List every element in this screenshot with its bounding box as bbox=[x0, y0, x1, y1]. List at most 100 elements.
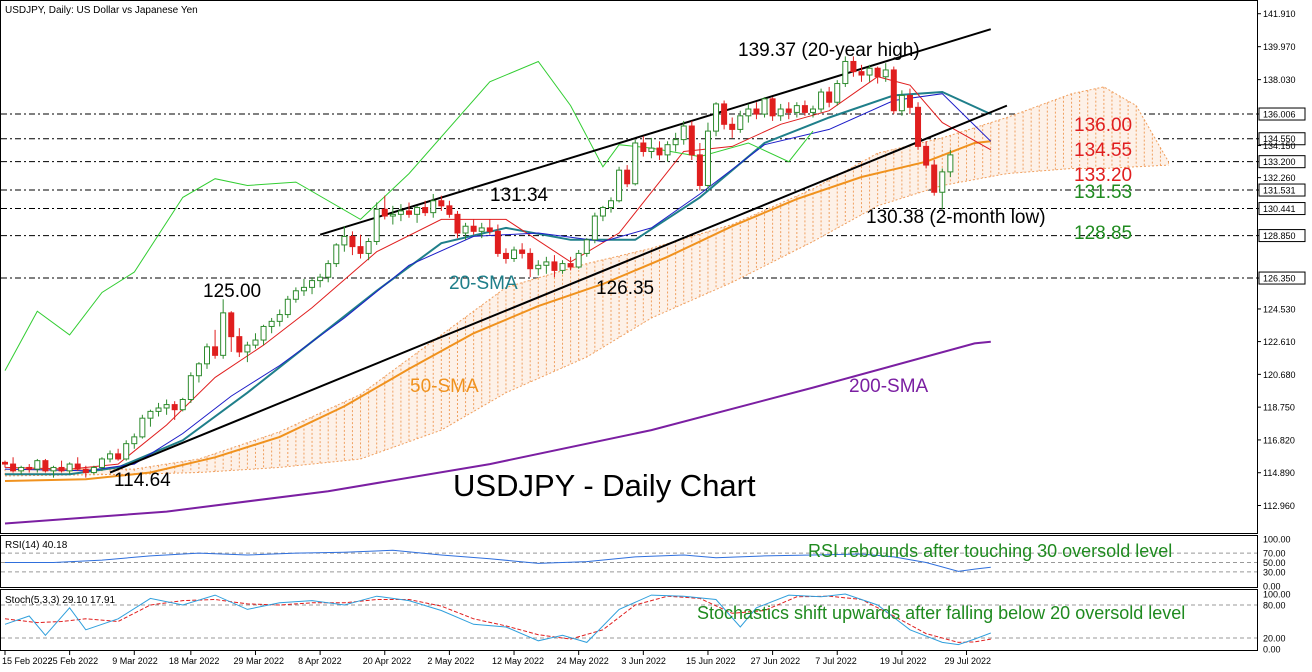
candle bbox=[373, 202, 380, 245]
candle bbox=[502, 248, 509, 264]
candle bbox=[341, 226, 348, 252]
candle-body bbox=[365, 241, 372, 254]
price-label-box bbox=[1258, 229, 1306, 243]
candle bbox=[58, 460, 65, 473]
candle bbox=[906, 88, 913, 115]
candle bbox=[527, 248, 534, 278]
candle bbox=[115, 448, 122, 461]
price-tick-label: 132.260 bbox=[1263, 173, 1296, 183]
candle bbox=[397, 204, 404, 222]
date-tick-label: 15 Feb 2022 bbox=[2, 656, 53, 666]
candle-body bbox=[785, 108, 792, 113]
rsi-tick-label: 50.00 bbox=[1263, 558, 1286, 568]
price-tick-label: 128.850 bbox=[1263, 231, 1296, 241]
stoch-tick-label: 20.00 bbox=[1263, 634, 1286, 644]
stoch-annotation: Stochastics shift upwards after falling … bbox=[697, 603, 1185, 623]
cloud-span-a bbox=[5, 86, 1169, 470]
candle bbox=[591, 212, 598, 244]
date-tick-label: 15 Jun 2022 bbox=[686, 656, 736, 666]
price-tick-label: 122.610 bbox=[1263, 337, 1296, 347]
candle-body bbox=[874, 67, 881, 78]
stoch-signal-line bbox=[4, 595, 991, 643]
candle bbox=[470, 219, 477, 235]
candle-body bbox=[204, 346, 210, 365]
date-tick-label: 8 Apr 2022 bbox=[298, 656, 342, 666]
candle bbox=[292, 287, 299, 303]
price-tick-label: 118.750 bbox=[1263, 403, 1295, 413]
date-tick-label: 19 Jul 2022 bbox=[880, 656, 927, 666]
candle-body bbox=[753, 108, 760, 115]
candle-body bbox=[187, 375, 194, 401]
price-axis: 141.910 139.970 138.030 136.006 134.550134.1… bbox=[1257, 9, 1306, 511]
candle-body bbox=[470, 225, 477, 232]
candle-body bbox=[777, 108, 784, 117]
chikou-span-line bbox=[4, 60, 814, 371]
candle-body bbox=[898, 94, 905, 112]
candle bbox=[543, 256, 550, 274]
candle bbox=[187, 372, 194, 403]
candle-body bbox=[2, 461, 8, 465]
date-tick-label: 29 Jul 2022 bbox=[945, 656, 992, 666]
candle-body bbox=[300, 286, 307, 292]
candle-body bbox=[50, 466, 57, 472]
candle bbox=[163, 399, 170, 415]
candle bbox=[494, 224, 501, 257]
candle bbox=[171, 401, 178, 420]
candle bbox=[98, 457, 105, 471]
candle bbox=[931, 159, 938, 196]
price-tick-label: 134.550 bbox=[1263, 134, 1296, 144]
candle bbox=[608, 197, 614, 213]
price-label-box bbox=[1258, 271, 1306, 285]
candle bbox=[454, 210, 461, 239]
sma-200-line bbox=[4, 340, 991, 525]
candle-body bbox=[66, 463, 73, 472]
label-20-sma: 20-SMA bbox=[449, 273, 518, 294]
candle-body bbox=[672, 139, 679, 146]
candle bbox=[745, 103, 752, 123]
candle-body bbox=[155, 407, 162, 412]
candle-body bbox=[212, 346, 219, 356]
price-tick-label: 120.680 bbox=[1263, 370, 1296, 380]
rsi-tick-label: 70.00 bbox=[1263, 549, 1286, 559]
price-tick-label: 112.960 bbox=[1263, 501, 1295, 511]
candle bbox=[195, 362, 202, 383]
candle bbox=[737, 110, 744, 133]
annotation-125: 125.00 bbox=[203, 281, 261, 302]
candle bbox=[50, 465, 57, 478]
rsi-panel bbox=[0, 535, 1258, 588]
candle-body bbox=[179, 399, 186, 411]
candle-body bbox=[688, 125, 695, 156]
candle bbox=[721, 100, 728, 130]
candle-body bbox=[591, 215, 598, 241]
candle-body bbox=[551, 261, 558, 271]
candle bbox=[309, 277, 316, 295]
candle bbox=[923, 141, 930, 169]
candle bbox=[535, 260, 542, 276]
candle bbox=[82, 465, 89, 478]
candle bbox=[559, 260, 566, 274]
candle bbox=[357, 234, 364, 259]
date-tick-label: 9 Mar 2022 bbox=[112, 656, 158, 666]
label-50-sma: 50-SMA bbox=[410, 376, 479, 397]
candle-body bbox=[947, 154, 954, 173]
candle-body bbox=[583, 239, 590, 254]
candle bbox=[414, 205, 421, 223]
annotation-136: 136.00 bbox=[1074, 115, 1132, 136]
candle-body bbox=[761, 98, 768, 115]
candle-body bbox=[74, 463, 81, 470]
annotation-128-85: 128.85 bbox=[1074, 223, 1132, 244]
candle bbox=[680, 120, 687, 145]
price-label-box bbox=[1258, 183, 1306, 197]
price-tick-label: 126.350 bbox=[1263, 274, 1296, 284]
candle-body bbox=[446, 205, 453, 215]
candle bbox=[850, 56, 857, 77]
candle-body bbox=[704, 130, 711, 186]
candle-body bbox=[462, 225, 469, 234]
candle bbox=[325, 260, 332, 283]
candle bbox=[42, 458, 49, 473]
candle-body bbox=[616, 169, 623, 202]
candle bbox=[704, 122, 711, 189]
cloud-span-b bbox=[4, 164, 1169, 477]
candle bbox=[519, 243, 526, 259]
